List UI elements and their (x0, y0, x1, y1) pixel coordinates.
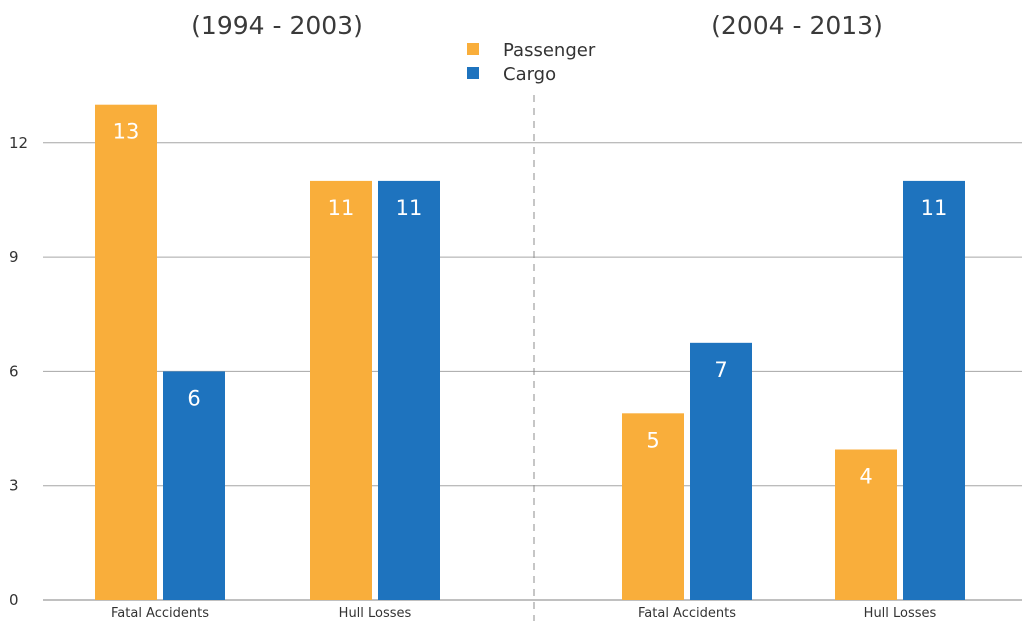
legend: Passenger Cargo (467, 40, 596, 85)
bar-cargo (903, 180, 965, 600)
bar-cargo (378, 180, 440, 600)
category-label: Fatal Accidents (638, 606, 736, 621)
bar-passenger (95, 104, 157, 600)
period-title-2: (2004 - 2013) (711, 11, 883, 40)
data-label-passenger: 13 (113, 120, 140, 144)
data-labels: 13 6 11 11 5 7 4 11 (113, 120, 948, 489)
data-label-passenger: 4 (859, 465, 872, 489)
y-tick-label: 12 (9, 134, 28, 152)
category-labels: Fatal Accidents Hull Losses Fatal Accident… (111, 606, 937, 621)
legend-swatch-passenger (467, 43, 479, 55)
bar-passenger (310, 180, 372, 600)
bar-cargo (690, 342, 752, 600)
y-tick-label: 6 (9, 362, 19, 380)
data-label-cargo: 7 (714, 358, 727, 382)
data-label-passenger: 11 (328, 196, 355, 220)
data-label-cargo: 6 (187, 386, 200, 410)
period-title-1: (1994 - 2003) (191, 11, 363, 40)
legend-label-cargo: Cargo (503, 64, 556, 85)
y-axis-ticks: 0 3 6 9 12 (9, 134, 28, 609)
data-label-cargo: 11 (396, 196, 423, 220)
y-tick-label: 3 (9, 477, 19, 495)
category-label: Hull Losses (339, 606, 412, 621)
bars (95, 104, 965, 600)
data-label-passenger: 5 (646, 428, 659, 452)
legend-label-passenger: Passenger (503, 40, 596, 61)
y-tick-label: 9 (9, 248, 19, 266)
y-tick-label: 0 (9, 591, 19, 609)
category-label: Hull Losses (864, 606, 937, 621)
bar-cargo (163, 371, 225, 600)
bar-passenger (835, 449, 897, 600)
legend-swatch-cargo (467, 67, 479, 79)
bar-passenger (622, 413, 684, 600)
data-label-cargo: 11 (921, 196, 948, 220)
category-label: Fatal Accidents (111, 606, 209, 621)
